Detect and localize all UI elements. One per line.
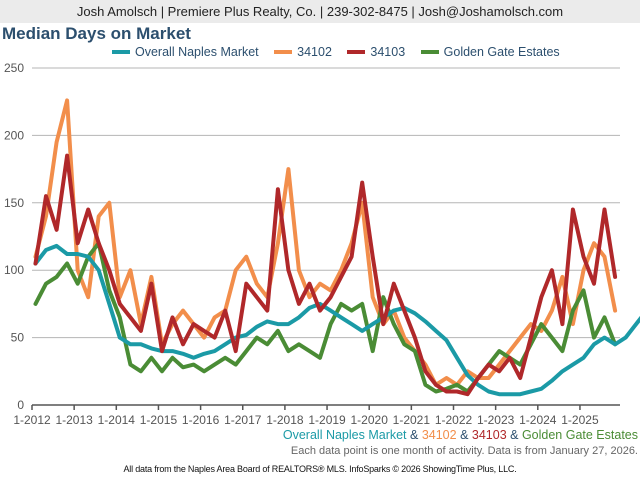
caption-overall: Overall Naples Market (282, 428, 407, 442)
chart-title: Median Days on Market (2, 24, 191, 43)
legend-swatch (420, 49, 439, 54)
series-line-34102 (33, 98, 618, 387)
series-line-golden-gate-estates (33, 241, 618, 394)
x-tick-label: 1-2018 (266, 413, 304, 427)
y-tick-label: 250 (4, 61, 24, 75)
x-tick-label: 1-2012 (13, 413, 51, 427)
x-tick-label: 1-2016 (182, 413, 220, 427)
x-tick-label: 1-2014 (98, 413, 136, 427)
x-tick-label: 1-2023 (477, 413, 515, 427)
series-caption: Overall Naples Market & 34102 & 34103 & … (283, 428, 638, 442)
x-tick-label: 1-2021 (393, 413, 431, 427)
legend-item-34102[interactable]: 34102 (274, 45, 332, 59)
legend-label: Overall Naples Market (135, 45, 259, 59)
legend-label: 34102 (297, 45, 332, 59)
x-tick-label: 1-2013 (55, 413, 93, 427)
y-tick-label: 0 (17, 398, 24, 412)
legend: Overall Naples Market 34102 34103 Golden… (112, 45, 572, 59)
y-tick-label: 50 (11, 331, 25, 345)
legend-item-34103[interactable]: 34103 (347, 45, 405, 59)
x-tick-label: 1-2022 (435, 413, 473, 427)
x-tick-label: 1-2015 (140, 413, 178, 427)
legend-swatch (347, 49, 366, 54)
y-tick-label: 150 (4, 196, 24, 210)
caption-sep: & (456, 428, 472, 442)
caption-golden-gate: Golden Gate Estates (521, 428, 638, 442)
caption-34103: 34103 (471, 428, 507, 442)
data-note: Each data point is one month of activity… (290, 445, 638, 457)
x-tick-label: 1-2024 (519, 413, 557, 427)
legend-label: Golden Gate Estates (443, 45, 560, 59)
series-line-overall-naples-market (33, 243, 640, 397)
source-note: All data from the Naples Area Board of R… (123, 464, 517, 474)
y-tick-label: 100 (4, 263, 24, 277)
legend-label: 34103 (370, 45, 406, 59)
x-tick-label: 1-2020 (351, 413, 389, 427)
caption-34102: 34102 (421, 428, 457, 442)
x-tick-label: 1-2019 (308, 413, 346, 427)
contact-header: Josh Amolsch | Premiere Plus Realty, Co.… (0, 0, 640, 23)
series-line-34103 (33, 153, 618, 397)
caption-sep: & (406, 428, 422, 442)
x-tick-label: 1-2017 (224, 413, 262, 427)
legend-swatch (274, 49, 293, 54)
x-tick-label: 1-2025 (561, 413, 599, 427)
legend-item-overall[interactable]: Overall Naples Market (112, 45, 259, 59)
legend-item-golden-gate[interactable]: Golden Gate Estates (420, 45, 560, 59)
caption-sep: & (506, 428, 522, 442)
y-tick-label: 200 (4, 128, 24, 142)
line-chart: 0 50 100 150 200 250 1-2012 1-2013 1-2014 1-2015 1… (4, 61, 640, 427)
legend-swatch (112, 49, 130, 54)
